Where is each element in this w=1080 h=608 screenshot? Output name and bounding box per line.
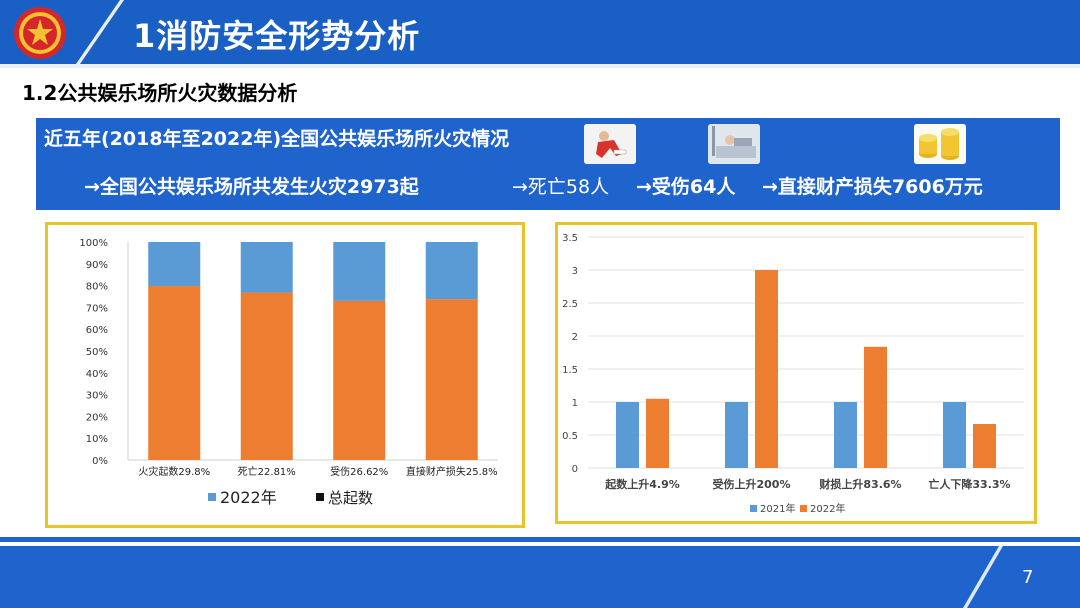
banner-total-fires: →全国公共娱乐场所共发生火灾2973起 (84, 176, 419, 198)
y-tick-label: 1 (572, 398, 578, 409)
x-tick-label: 直接财产损失25.8% (406, 465, 498, 478)
legend-marker (750, 505, 757, 512)
x-tick-label: 亡人下降33.3% (928, 477, 1010, 491)
legend-label: 2022年 (220, 488, 277, 507)
header-divider (0, 64, 1080, 68)
bar-2022 (864, 346, 887, 468)
bar-2022 (240, 242, 293, 293)
summary-banner: 近五年(2018年至2022年)全国公共娱乐场所火灾情况 →全国公共娱乐 (36, 118, 1060, 210)
bar-total (148, 286, 201, 460)
banner-heading: 近五年(2018年至2022年)全国公共娱乐场所火灾情况 (44, 128, 510, 150)
section-title: 1.2公共娱乐场所火灾数据分析 (22, 81, 298, 105)
stacked-percent-chart: 0% 10% 20% 30% 40% 50% 60% 70% 80% 90% 100% 火灾起数29.… (79, 238, 498, 507)
y-tick-label: 0.5 (562, 431, 578, 442)
stacked-percent-chart-panel: 0% 10% 20% 30% 40% 50% 60% 70% 80% 90% 100% 火灾起数29.… (45, 222, 525, 528)
footer-divider (0, 537, 1080, 542)
bar-2022 (425, 242, 478, 300)
x-tick-label: 死亡22.81% (238, 465, 296, 478)
x-tick-label: 起数上升4.9% (604, 477, 680, 491)
slide-title: 1消防安全形势分析 (133, 17, 421, 55)
bar-2021 (616, 402, 639, 468)
y-tick-label: 0 (572, 464, 578, 475)
hospital-patient-picture-icon (708, 124, 760, 164)
bar-2021 (834, 402, 857, 468)
bar-2022 (973, 423, 996, 468)
y-tick-label: 90% (86, 260, 108, 271)
bar-2022 (333, 242, 386, 301)
bar-2021 (943, 402, 966, 468)
banner-deaths: →死亡58人 (512, 176, 610, 198)
y-tick-label: 40% (86, 369, 108, 380)
y-tick-label: 50% (86, 347, 108, 358)
y-tick-label: 20% (86, 412, 108, 423)
bar-2022 (755, 270, 778, 468)
comparison-bar-chart: 0 0.5 1 1.5 2 2.5 3 3.5 起数上升4.9% 受伤上升200% 财损上升83.6… (562, 233, 1024, 515)
injury-picture-icon (584, 124, 636, 164)
bar-2022 (646, 398, 669, 468)
legend-marker (800, 505, 807, 512)
legend-label: 2022年 (810, 502, 845, 515)
y-tick-label: 0% (92, 456, 108, 467)
y-tick-label: 3 (572, 266, 578, 277)
bar-2021 (725, 402, 748, 468)
fire-rescue-emblem-icon (14, 7, 66, 59)
footer-bar (0, 546, 1080, 608)
bar-total (333, 300, 386, 460)
y-tick-label: 10% (86, 434, 108, 445)
x-tick-label: 受伤上升200% (713, 477, 791, 491)
y-tick-label: 2.5 (562, 299, 578, 310)
bar-total (425, 299, 478, 460)
legend-label: 2021年 (760, 502, 795, 515)
legend-marker (316, 493, 324, 501)
y-tick-label: 1.5 (562, 365, 578, 376)
x-tick-label: 受伤26.62% (330, 465, 388, 478)
y-tick-label: 60% (86, 325, 108, 336)
y-tick-label: 30% (86, 391, 108, 402)
y-tick-label: 3.5 (562, 233, 578, 244)
header-bar (0, 0, 1080, 64)
legend-label: 总起数 (328, 489, 373, 507)
gold-coins-picture-icon (914, 124, 966, 164)
banner-property-loss: →直接财产损失7606万元 (762, 176, 983, 198)
y-tick-label: 100% (79, 238, 108, 249)
bar-2022 (148, 242, 201, 287)
page-number: 7 (1022, 567, 1034, 588)
y-tick-label: 70% (86, 303, 108, 314)
banner-injuries: →受伤64人 (636, 176, 736, 198)
x-tick-label: 财损上升83.6% (818, 477, 901, 491)
bar-total (240, 292, 293, 460)
y-tick-label: 2 (572, 332, 578, 343)
comparison-bar-chart-panel: 0 0.5 1 1.5 2 2.5 3 3.5 起数上升4.9% 受伤上升200% 财损上升83.6… (555, 222, 1037, 524)
header-slash-decoration (76, 0, 124, 64)
x-tick-label: 火灾起数29.8% (138, 465, 210, 478)
legend-marker (208, 493, 216, 501)
y-tick-label: 80% (86, 282, 108, 293)
footer-slash-decoration (963, 546, 1003, 608)
